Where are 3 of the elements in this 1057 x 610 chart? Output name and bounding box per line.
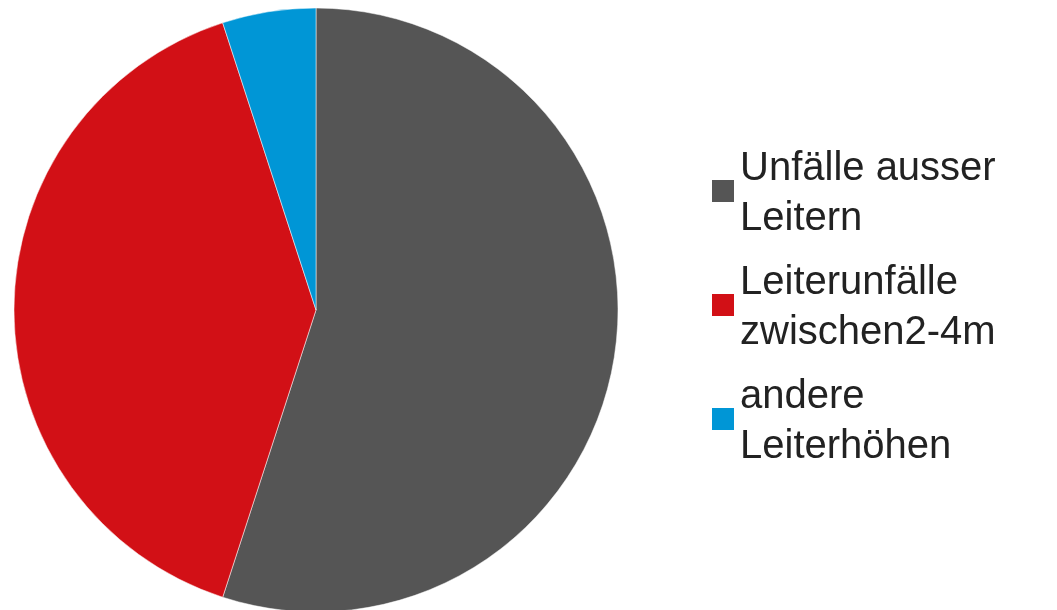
legend-label: andere Leiterhöhen (740, 372, 952, 466)
legend-label: Leiterunfälle zwischen2-4m (740, 258, 996, 352)
legend-label: Unfälle ausser Leitern (740, 144, 1007, 238)
